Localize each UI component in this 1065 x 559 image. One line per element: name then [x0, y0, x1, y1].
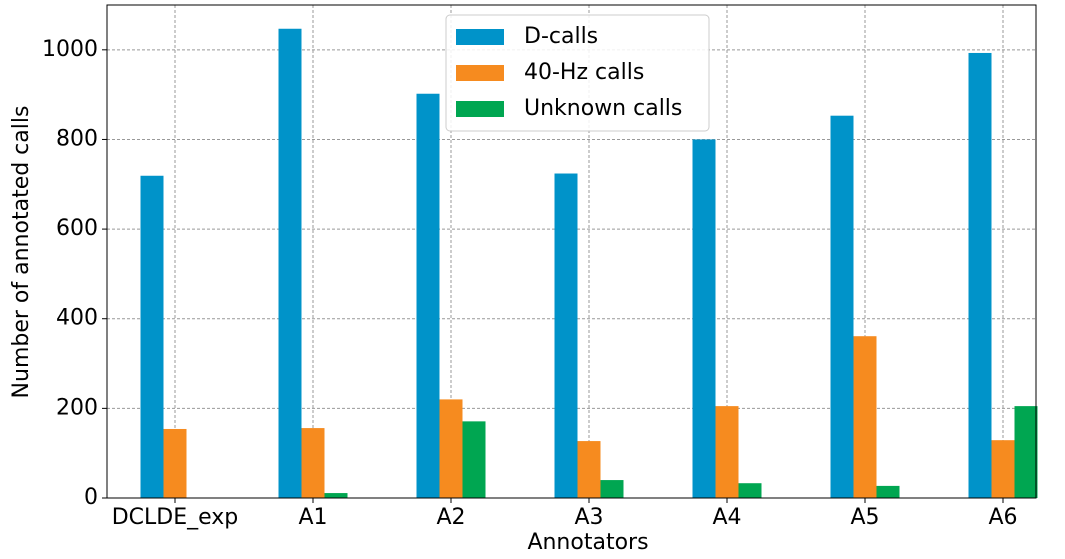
x-tick-label: DCLDE_exp — [112, 505, 239, 530]
x-tick-label: A5 — [850, 505, 879, 530]
y-tick-label: 800 — [56, 126, 98, 151]
legend-label: 40-Hz calls — [524, 60, 644, 85]
bar — [600, 480, 624, 498]
bar — [738, 483, 762, 498]
bar — [991, 440, 1015, 498]
x-tick-label: A6 — [988, 505, 1017, 530]
bar — [715, 406, 739, 498]
y-axis-label: Number of annotated calls — [9, 106, 34, 399]
bar — [554, 173, 578, 498]
bar — [830, 115, 854, 498]
bar — [140, 175, 164, 499]
legend-swatch — [456, 29, 504, 45]
legend-swatch — [456, 65, 504, 81]
bar — [301, 428, 325, 498]
x-axis-label: Annotators — [527, 530, 648, 555]
bar — [853, 336, 877, 498]
y-tick-label: 400 — [56, 306, 98, 331]
y-tick-label: 600 — [56, 216, 98, 241]
legend-box — [445, 14, 710, 132]
x-tick-label: A1 — [298, 505, 327, 530]
plot-frame — [106, 4, 1037, 499]
bar — [692, 139, 716, 499]
legend-label: D-calls — [524, 24, 598, 49]
legend-swatch — [456, 101, 504, 117]
bar — [1014, 406, 1038, 498]
x-tick-label: A2 — [436, 505, 465, 530]
y-tick-label: 0 — [84, 485, 98, 510]
y-tick-label: 200 — [56, 395, 98, 420]
bar — [163, 428, 187, 498]
bar — [324, 493, 348, 498]
x-tick-label: A3 — [574, 505, 603, 530]
bar — [416, 93, 440, 499]
legend-label: Unknown calls — [524, 96, 682, 121]
bar — [439, 399, 463, 498]
bar — [876, 485, 900, 498]
y-tick-label: 1000 — [42, 37, 98, 62]
x-tick-label: A4 — [712, 505, 741, 530]
legend: D-calls 40-Hz calls Unknown calls — [445, 14, 710, 132]
bar — [278, 28, 302, 499]
bar — [577, 441, 601, 498]
bar — [462, 421, 486, 498]
bar — [968, 52, 992, 499]
